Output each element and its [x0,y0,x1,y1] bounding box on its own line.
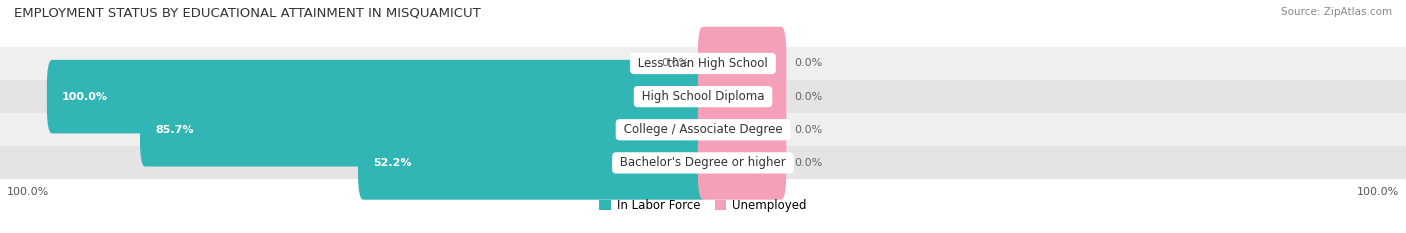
Bar [0,113,1406,146]
FancyBboxPatch shape [697,93,786,167]
FancyBboxPatch shape [697,126,786,200]
FancyBboxPatch shape [697,27,786,100]
Text: Source: ZipAtlas.com: Source: ZipAtlas.com [1281,7,1392,17]
Text: 100.0%: 100.0% [62,92,108,102]
Bar [0,47,1406,80]
Bar [0,80,1406,113]
Text: 52.2%: 52.2% [373,158,412,168]
FancyBboxPatch shape [697,60,786,134]
FancyBboxPatch shape [359,126,709,200]
Text: 100.0%: 100.0% [7,187,49,197]
Text: High School Diploma: High School Diploma [638,90,768,103]
Text: 0.0%: 0.0% [794,125,823,135]
Text: Less than High School: Less than High School [634,57,772,70]
Text: 0.0%: 0.0% [794,92,823,102]
Text: 0.0%: 0.0% [794,158,823,168]
Text: 85.7%: 85.7% [155,125,194,135]
Bar [0,146,1406,179]
Text: Bachelor's Degree or higher: Bachelor's Degree or higher [616,156,790,169]
Text: EMPLOYMENT STATUS BY EDUCATIONAL ATTAINMENT IN MISQUAMICUT: EMPLOYMENT STATUS BY EDUCATIONAL ATTAINM… [14,7,481,20]
Text: 0.0%: 0.0% [662,58,690,69]
FancyBboxPatch shape [141,93,709,167]
Legend: In Labor Force, Unemployed: In Labor Force, Unemployed [599,199,807,212]
FancyBboxPatch shape [46,60,709,134]
Text: College / Associate Degree: College / Associate Degree [620,123,786,136]
Text: 0.0%: 0.0% [794,58,823,69]
Text: 100.0%: 100.0% [1357,187,1399,197]
